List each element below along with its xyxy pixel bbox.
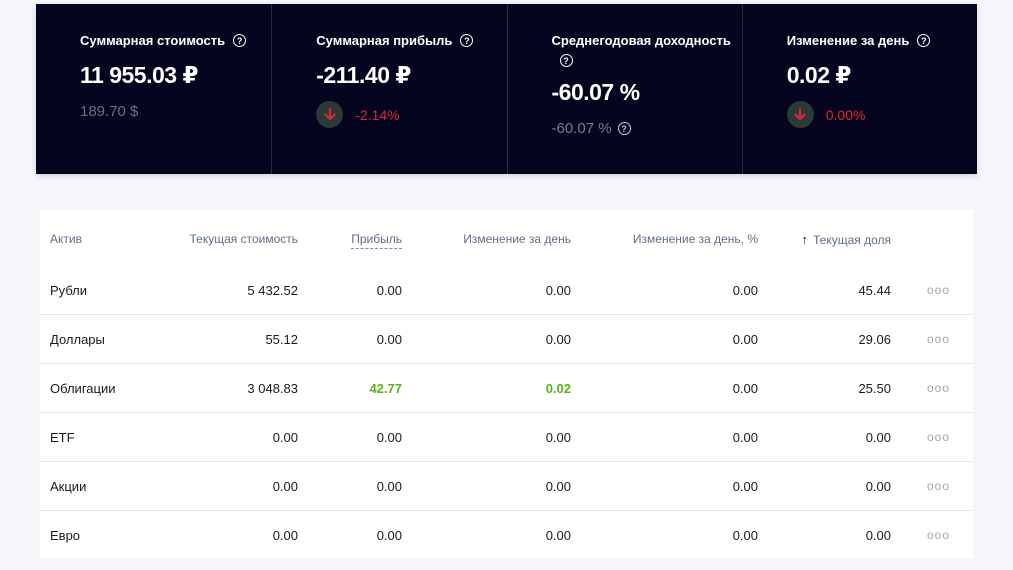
asset-name: Рубли	[50, 283, 88, 298]
portfolio-summary: Суммарная стоимость ? 11 955.03 ₽ 189.70…	[36, 4, 977, 174]
table-row[interactable]: ETF 0.00 0.00 0.00 0.00 0.00 ooo	[40, 413, 973, 462]
day-change-percent: 0.00	[732, 332, 758, 347]
total-profit-card: Суммарная прибыль ? -211.40 ₽ -2.14%	[271, 4, 506, 174]
row-menu-icon[interactable]: ooo	[927, 332, 951, 346]
profit: 0.00	[376, 332, 402, 347]
table-header: Актив Текущая стоимость Прибыль Изменени…	[40, 210, 973, 266]
help-icon[interactable]: ?	[460, 34, 474, 47]
day-change-card: Изменение за день ? 0.02 ₽ 0.00%	[741, 4, 977, 174]
profit: 0.00	[376, 430, 402, 445]
card-title: Суммарная стоимость	[80, 33, 226, 48]
row-menu-icon[interactable]: ooo	[927, 381, 951, 395]
row-menu-icon[interactable]: ooo	[927, 479, 951, 493]
assets-table: Актив Текущая стоимость Прибыль Изменени…	[40, 210, 973, 558]
column-header-current-share[interactable]: ↑ Текущая доля	[801, 232, 891, 247]
help-icon[interactable]: ?	[559, 54, 573, 67]
help-icon[interactable]: ?	[233, 34, 247, 47]
table-row[interactable]: Облигации 3 048.83 42.77 0.02 0.00 25.50…	[40, 364, 973, 413]
table-row[interactable]: Доллары 55.12 0.00 0.00 0.00 29.06 ooo	[40, 315, 973, 364]
column-header-asset[interactable]: Актив	[50, 232, 82, 246]
column-header-current-value[interactable]: Текущая стоимость	[189, 232, 298, 246]
asset-name: Евро	[50, 528, 81, 543]
annual-yield-secondary: -60.07 %	[551, 120, 612, 137]
current-value: 55.12	[265, 332, 298, 347]
total-value-usd: 189.70 $	[80, 103, 139, 120]
profit: 0.00	[376, 528, 402, 543]
current-value: 0.00	[272, 479, 298, 494]
card-title: Среднегодовая доходность	[551, 33, 731, 48]
table-row[interactable]: Евро 0.00 0.00 0.00 0.00 0.00 ooo	[40, 511, 973, 560]
day-change-percent: 0.00	[732, 479, 758, 494]
table-row[interactable]: Рубли 5 432.52 0.00 0.00 0.00 45.44 ooo	[40, 266, 973, 315]
profit: 0.00	[376, 479, 402, 494]
day-change: 0.00	[545, 283, 571, 298]
column-header-profit[interactable]: Прибыль	[351, 232, 402, 249]
current-value: 0.00	[272, 430, 298, 445]
profit-delta-percent: -2.14%	[355, 106, 400, 123]
card-title: Изменение за день	[786, 33, 910, 48]
current-value: 5 432.52	[247, 283, 298, 298]
row-menu-icon[interactable]: ooo	[927, 430, 951, 444]
current-share: 0.00	[865, 479, 891, 494]
day-change: 0.02 ₽	[786, 62, 852, 88]
asset-name: ETF	[50, 430, 75, 445]
asset-name: Акции	[50, 479, 87, 494]
day-change: 0.00	[545, 332, 571, 347]
day-change: 0.00	[545, 479, 571, 494]
asset-name: Доллары	[50, 332, 105, 347]
profit-delta: -2.14%	[316, 101, 506, 128]
current-share: 0.00	[865, 430, 891, 445]
column-header-label: Текущая доля	[812, 233, 891, 247]
current-value: 3 048.83	[247, 381, 298, 396]
arrow-down-icon	[316, 101, 344, 128]
annual-yield: -60.07 %	[551, 79, 641, 105]
total-value: 11 955.03 ₽	[80, 62, 198, 88]
row-menu-icon[interactable]: ooo	[927, 283, 951, 297]
help-icon[interactable]: ?	[617, 122, 631, 135]
total-profit: -211.40 ₽	[316, 62, 411, 88]
day-change-percent: 0.00	[732, 381, 758, 396]
total-value-card: Суммарная стоимость ? 11 955.03 ₽ 189.70…	[36, 4, 271, 174]
profit: 42.77	[369, 381, 402, 396]
row-menu-icon[interactable]: ooo	[927, 528, 951, 542]
annual-yield-card: Среднегодовая доходность ? -60.07 % -60.…	[506, 4, 742, 174]
current-share: 29.06	[858, 332, 891, 347]
day-change-percent: 0.00	[732, 430, 758, 445]
current-share: 45.44	[858, 283, 891, 298]
arrow-down-icon	[786, 101, 814, 128]
day-change-delta: 0.00%	[786, 101, 977, 128]
table-row[interactable]: Акции 0.00 0.00 0.00 0.00 0.00 ooo	[40, 462, 973, 511]
day-change: 0.00	[545, 430, 571, 445]
current-value: 0.00	[272, 528, 298, 543]
day-change: 0.02	[545, 381, 571, 396]
column-header-day-change-percent[interactable]: Изменение за день, %	[632, 232, 758, 246]
column-header-day-change[interactable]: Изменение за день	[463, 232, 571, 246]
day-change-percent: 0.00	[732, 528, 758, 543]
current-share: 0.00	[865, 528, 891, 543]
day-change-percent: 0.00%	[825, 106, 866, 123]
sort-ascending-icon: ↑	[801, 232, 808, 247]
day-change: 0.00	[545, 528, 571, 543]
profit: 0.00	[376, 283, 402, 298]
day-change-percent: 0.00	[732, 283, 758, 298]
asset-name: Облигации	[50, 381, 116, 396]
card-title: Суммарная прибыль	[316, 33, 453, 48]
current-share: 25.50	[858, 381, 891, 396]
help-icon[interactable]: ?	[917, 34, 931, 47]
